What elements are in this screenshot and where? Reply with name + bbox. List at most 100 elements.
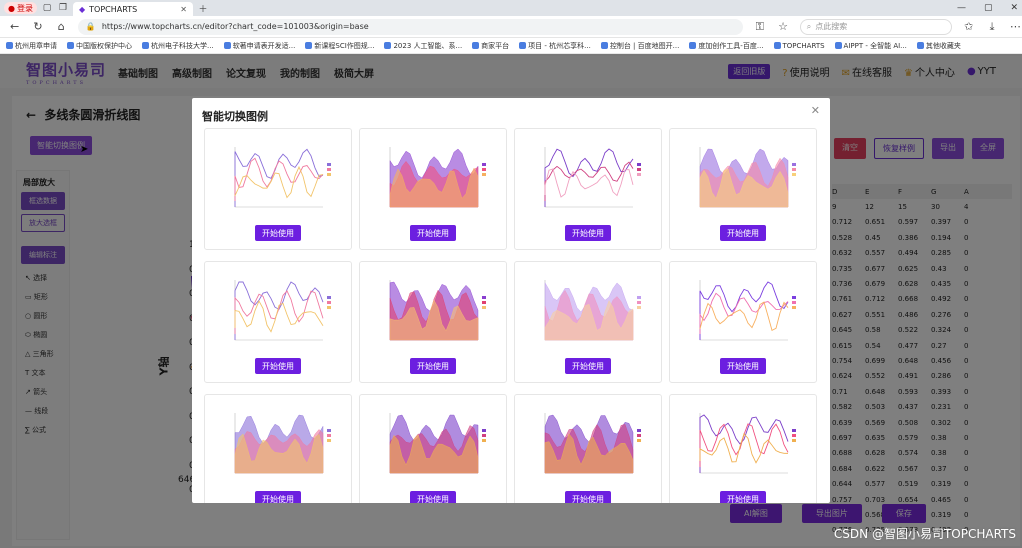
browser-tabbar: ● 登录 ▢ ❐ ◆ TOPCHARTS ✕ ＋ — ▢ ✕ bbox=[0, 0, 1022, 16]
start-using-button[interactable]: 开始使用 bbox=[255, 491, 301, 503]
lock-icon: 🔒 bbox=[85, 22, 96, 31]
thumbnail-series bbox=[544, 433, 634, 474]
chart-template-card[interactable]: 开始使用 bbox=[359, 128, 507, 250]
thumbnail-legend-swatch bbox=[637, 301, 641, 304]
bookmark-icon bbox=[519, 41, 527, 49]
favicon-icon: ◆ bbox=[78, 4, 86, 14]
template-thumbnail bbox=[389, 413, 486, 474]
browser-search-input[interactable]: ⌕ 点此搜索 bbox=[799, 18, 953, 35]
downloads-icon[interactable]: ⤓ bbox=[989, 19, 995, 33]
thumbnail-legend-swatch bbox=[327, 163, 331, 166]
thumbnail-legend-swatch bbox=[637, 306, 641, 309]
bookmark-item[interactable]: 2023 人工智能、系... bbox=[384, 41, 462, 51]
thumbnail-legend-swatch bbox=[792, 439, 796, 442]
minimize-icon[interactable]: — bbox=[956, 3, 966, 13]
thumbnail-series bbox=[234, 290, 324, 334]
start-using-button[interactable]: 开始使用 bbox=[565, 358, 611, 374]
bookmark-icon bbox=[384, 41, 392, 49]
thumbnail-legend-swatch bbox=[637, 439, 641, 442]
workspaces-icon[interactable]: ▢ bbox=[42, 3, 52, 13]
chart-template-card[interactable]: 开始使用 bbox=[359, 261, 507, 383]
url-input[interactable]: 🔒 https://www.topcharts.cn/editor?chart_c… bbox=[77, 18, 744, 35]
refresh-icon[interactable]: ↻ bbox=[33, 20, 43, 33]
bookmark-item[interactable]: TOPCHARTS bbox=[773, 41, 825, 50]
favorites-icon[interactable]: ✩ bbox=[964, 20, 974, 33]
start-using-button[interactable]: 开始使用 bbox=[720, 225, 766, 241]
start-using-button[interactable]: 开始使用 bbox=[255, 358, 301, 374]
thumbnail-legend-swatch bbox=[792, 434, 796, 437]
more-icon[interactable]: ⋯ bbox=[1009, 20, 1021, 33]
chart-template-card[interactable]: 开始使用 bbox=[669, 128, 817, 250]
bookmark-icon bbox=[689, 41, 697, 49]
template-thumbnail bbox=[544, 280, 641, 341]
thumbnail-legend-swatch bbox=[637, 168, 641, 171]
user-icon: ● bbox=[8, 3, 15, 13]
start-using-button[interactable]: 开始使用 bbox=[410, 225, 456, 241]
template-thumbnail bbox=[544, 413, 641, 474]
bookmark-label: 杭州电子科技大学... bbox=[151, 41, 214, 50]
bookmark-label: 商家平台 bbox=[481, 41, 510, 50]
star-icon[interactable]: ☆ bbox=[778, 20, 789, 33]
template-thumbnail bbox=[699, 280, 796, 341]
close-icon[interactable]: ✕ bbox=[810, 104, 820, 117]
tabs-icon[interactable]: ❐ bbox=[58, 3, 68, 13]
maximize-icon[interactable]: ▢ bbox=[983, 3, 993, 13]
close-tab-icon[interactable]: ✕ bbox=[180, 4, 187, 14]
browser-tab[interactable]: ◆ TOPCHARTS ✕ bbox=[72, 2, 193, 16]
bookmark-item[interactable]: 中国版权保护中心 bbox=[67, 41, 132, 51]
thumbnail-series bbox=[234, 281, 324, 340]
bookmark-item[interactable]: 度加创作工具-百度... bbox=[689, 41, 764, 51]
start-using-button[interactable]: 开始使用 bbox=[720, 358, 766, 374]
smart-switch-modal: 智能切换图例 ✕ 开始使用 开始使用 开始使用 开始使用 开始使用 开始使用 开始使用 开始使… bbox=[192, 98, 830, 503]
chart-template-card[interactable]: 开始使用 bbox=[204, 128, 352, 250]
chart-template-card[interactable]: 开始使用 bbox=[514, 261, 662, 383]
start-using-button[interactable]: 开始使用 bbox=[255, 225, 301, 241]
bookmark-item[interactable]: 软著申请表开发适... bbox=[223, 41, 295, 51]
home-icon[interactable]: ⌂ bbox=[57, 20, 65, 33]
chart-template-card[interactable]: 开始使用 bbox=[514, 128, 662, 250]
close-window-icon[interactable]: ✕ bbox=[1010, 3, 1018, 13]
bookmark-item[interactable]: AIPPT - 全智能 AI... bbox=[834, 41, 907, 51]
chart-template-card[interactable]: 开始使用 bbox=[359, 394, 507, 503]
start-using-button[interactable]: 开始使用 bbox=[565, 491, 611, 503]
bookmark-label: 中国版权保护中心 bbox=[76, 41, 132, 50]
key-icon[interactable]: ⚿ bbox=[755, 19, 764, 33]
bookmark-item[interactable]: 项目 - 杭州芯享科... bbox=[519, 41, 591, 51]
bookmark-icon bbox=[472, 41, 480, 49]
chart-template-card[interactable]: 开始使用 bbox=[204, 261, 352, 383]
bookmark-icon bbox=[67, 41, 74, 49]
thumbnail-legend-swatch bbox=[482, 301, 486, 304]
chart-template-card[interactable]: 开始使用 bbox=[514, 394, 662, 503]
thumbnail-series bbox=[544, 161, 634, 201]
thumbnail-legend-swatch bbox=[637, 163, 641, 166]
template-thumbnail bbox=[544, 147, 641, 208]
bookmark-icon bbox=[142, 41, 149, 49]
new-tab-icon[interactable]: ＋ bbox=[198, 4, 208, 15]
bookmark-item[interactable]: 杭州用章申请 bbox=[6, 41, 57, 51]
start-using-button[interactable]: 开始使用 bbox=[565, 225, 611, 241]
login-button[interactable]: ● 登录 bbox=[4, 2, 37, 14]
chart-template-card[interactable]: 开始使用 bbox=[204, 394, 352, 503]
bookmark-icon bbox=[6, 41, 13, 49]
template-thumbnail bbox=[234, 413, 331, 474]
thumbnail-legend-swatch bbox=[327, 434, 331, 437]
start-using-button[interactable]: 开始使用 bbox=[410, 491, 456, 503]
bookmark-item[interactable]: 新课程SCI作图规... bbox=[305, 41, 374, 51]
bookmark-item[interactable]: 杭州电子科技大学... bbox=[142, 41, 214, 51]
bookmark-item[interactable]: 商家平台 bbox=[472, 41, 509, 51]
thumbnail-legend-swatch bbox=[792, 296, 796, 299]
bookmark-item[interactable]: 其他收藏夹 bbox=[916, 41, 961, 51]
thumbnail-series bbox=[544, 168, 634, 198]
chart-template-card[interactable]: 开始使用 bbox=[669, 261, 817, 383]
template-thumbnail bbox=[389, 280, 486, 341]
bookmark-item[interactable]: 控制台 | 百度地图开... bbox=[600, 41, 679, 51]
thumbnail-legend-swatch bbox=[792, 301, 796, 304]
thumbnail-legend-swatch bbox=[327, 296, 331, 299]
chart-template-card[interactable]: 开始使用 bbox=[669, 394, 817, 503]
start-using-button[interactable]: 开始使用 bbox=[410, 358, 456, 374]
bookmark-label: 2023 人工智能、系... bbox=[393, 41, 463, 50]
back-icon[interactable]: ← bbox=[10, 20, 20, 33]
thumbnail-series bbox=[389, 167, 479, 208]
bookmark-label: 新课程SCI作图规... bbox=[314, 41, 375, 50]
start-using-button[interactable]: 开始使用 bbox=[720, 491, 766, 503]
